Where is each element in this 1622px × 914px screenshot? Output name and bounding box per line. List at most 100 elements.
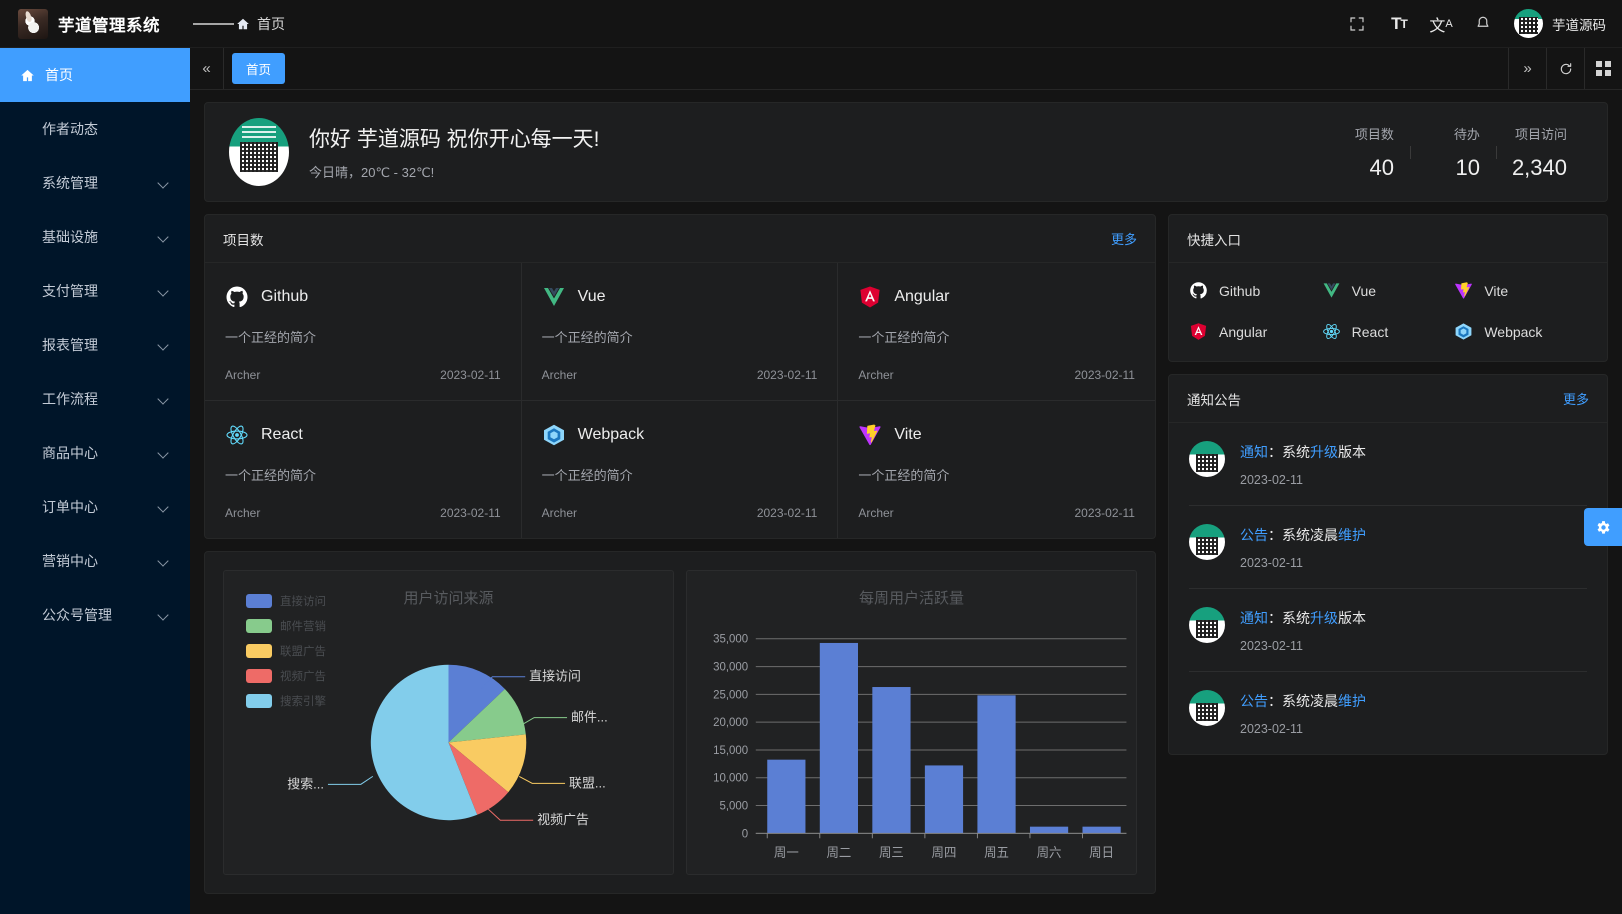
right-column: 快捷入口 Github Vue xyxy=(1168,214,1608,755)
quick-link-react[interactable]: React xyxy=(1322,322,1455,341)
project-card[interactable]: React 一个正经的简介 Archer 2023-02-11 xyxy=(205,401,522,538)
scroll-left-icon[interactable]: « xyxy=(190,48,224,89)
chevron-down-icon xyxy=(158,285,170,297)
bar xyxy=(767,759,806,834)
project-date: 2023-02-11 xyxy=(440,506,501,520)
sidebar-item-label: 商品中心 xyxy=(42,445,98,461)
legend-swatch xyxy=(246,644,272,658)
menu-toggle-icon[interactable] xyxy=(190,21,236,27)
x-tick: 周三 xyxy=(879,846,904,860)
sidebar-item-order[interactable]: 订单中心 xyxy=(0,480,190,534)
legend-swatch xyxy=(246,669,272,683)
project-card[interactable]: Vite 一个正经的简介 Archer 2023-02-11 xyxy=(838,401,1155,538)
tab-home[interactable]: 首页 xyxy=(232,53,286,84)
y-tick: 10,000 xyxy=(713,772,749,785)
legend-item: 视频广告 xyxy=(246,668,326,684)
quick-link-angular[interactable]: Angular xyxy=(1189,322,1322,341)
scroll-right-icon[interactable]: » xyxy=(1508,48,1546,89)
legend-item: 邮件营销 xyxy=(246,618,326,634)
avatar xyxy=(1189,690,1225,726)
welcome-banner: 你好 芋道源码 祝你开心每一天! 今日晴，20℃ - 32℃! 项目数 40 待… xyxy=(204,102,1608,202)
project-author: Archer xyxy=(541,368,577,382)
legend-label[interactable]: 搜索引擎 xyxy=(280,696,326,708)
project-date: 2023-02-11 xyxy=(756,368,818,382)
avatar xyxy=(1189,607,1225,643)
notice-item[interactable]: 公告：系统凌晨维护 2023-02-11 xyxy=(1189,506,1587,589)
sidebar-item-report[interactable]: 报表管理 xyxy=(0,318,190,372)
chevron-down-icon xyxy=(158,447,170,459)
chevron-down-icon xyxy=(158,501,170,513)
legend-label[interactable]: 直接访问 xyxy=(280,596,326,608)
sidebar: 首页 作者动态 系统管理 基础设施 支付管理 报表管理 工作流程 xyxy=(0,48,190,914)
sidebar-item-author-news[interactable]: 作者动态 xyxy=(0,102,190,156)
legend-label[interactable]: 邮件营销 xyxy=(280,621,326,633)
sidebar-item-infra[interactable]: 基础设施 xyxy=(0,210,190,264)
notices-list: 通知：系统升级版本 2023-02-11 公告： xyxy=(1169,423,1607,754)
notice-item[interactable]: 通知：系统升级版本 2023-02-11 xyxy=(1189,423,1587,506)
notice-item[interactable]: 公告：系统凌晨维护 2023-02-11 xyxy=(1189,672,1587,754)
sidebar-item-system[interactable]: 系统管理 xyxy=(0,156,190,210)
notices-header: 通知公告 更多 xyxy=(1169,375,1607,423)
bell-icon[interactable] xyxy=(1464,5,1502,43)
quick-link-label: Vite xyxy=(1484,282,1509,299)
quick-link-label: Vue xyxy=(1351,282,1377,299)
fullscreen-icon[interactable] xyxy=(1338,5,1376,43)
y-tick: 0 xyxy=(742,827,749,840)
project-date: 2023-02-11 xyxy=(1074,368,1135,382)
project-card[interactable]: Angular 一个正经的简介 Archer 2023-02-11 xyxy=(838,263,1155,401)
sidebar-item-marketing[interactable]: 营销中心 xyxy=(0,534,190,588)
sidebar-item-label: 支付管理 xyxy=(42,283,98,299)
chevron-down-icon xyxy=(158,177,170,189)
user-menu[interactable]: 芋道源码 xyxy=(1506,9,1606,38)
sidebar-item-mp[interactable]: 公众号管理 xyxy=(0,588,190,642)
projects-more-link[interactable]: 更多 xyxy=(1110,232,1137,247)
angular-icon xyxy=(1189,322,1208,341)
sidebar-item-label: 基础设施 xyxy=(42,229,98,245)
project-author: Archer xyxy=(541,506,577,520)
quick-entry-header: 快捷入口 xyxy=(1169,215,1607,263)
dashboard-content: 你好 芋道源码 祝你开心每一天! 今日晴，20℃ - 32℃! 项目数 40 待… xyxy=(190,90,1622,914)
breadcrumb[interactable]: 首页 xyxy=(236,14,285,34)
legend-swatch xyxy=(246,594,272,608)
project-desc: 一个正经的简介 xyxy=(225,330,317,345)
bar xyxy=(872,687,911,834)
vue-icon xyxy=(1322,281,1341,300)
sidebar-item-home[interactable]: 首页 xyxy=(0,48,190,102)
quick-entry-panel: 快捷入口 Github Vue xyxy=(1168,214,1608,362)
vite-icon xyxy=(858,423,882,447)
project-card[interactable]: Vue 一个正经的简介 Archer 2023-02-11 xyxy=(521,263,839,401)
stat-visits: 项目访问 2,340 xyxy=(1495,124,1583,181)
notice-text-b: 版本 xyxy=(1338,610,1366,626)
notice-title: 公告：系统凌晨维护 xyxy=(1240,525,1366,545)
tabs-container: 首页 xyxy=(224,48,1508,89)
chevron-down-icon xyxy=(158,231,170,243)
quick-link-webpack[interactable]: Webpack xyxy=(1454,322,1587,341)
project-name: Angular xyxy=(894,288,950,305)
grid-view-icon[interactable] xyxy=(1584,48,1622,89)
x-tick: 周二 xyxy=(826,846,851,860)
legend-label[interactable]: 联盟广告 xyxy=(280,646,326,658)
settings-fab-button[interactable] xyxy=(1584,508,1622,546)
quick-link-vue[interactable]: Vue xyxy=(1322,281,1455,300)
y-tick: 5,000 xyxy=(719,799,748,812)
refresh-icon[interactable] xyxy=(1546,48,1584,89)
project-desc: 一个正经的简介 xyxy=(541,468,633,483)
brand[interactable]: 芋道管理系统 xyxy=(0,8,190,39)
sidebar-item-product[interactable]: 商品中心 xyxy=(0,426,190,480)
legend-label[interactable]: 视频广告 xyxy=(280,671,326,683)
project-card[interactable]: Webpack 一个正经的简介 Archer 2023-02-11 xyxy=(522,401,839,538)
projects-panel: 项目数 更多 Github xyxy=(204,214,1156,539)
notice-title: 通知：系统升级版本 xyxy=(1240,608,1366,628)
quick-link-github[interactable]: Github xyxy=(1189,281,1322,300)
project-card[interactable]: Github 一个正经的简介 Archer 2023-02-11 xyxy=(205,263,522,401)
notice-item[interactable]: 通知：系统升级版本 2023-02-11 xyxy=(1189,589,1587,672)
sidebar-item-payment[interactable]: 支付管理 xyxy=(0,264,190,318)
sidebar-item-workflow[interactable]: 工作流程 xyxy=(0,372,190,426)
angular-icon xyxy=(858,285,882,309)
y-tick: 30,000 xyxy=(713,660,749,673)
stat-value: 2,340 xyxy=(1511,154,1567,180)
notices-more-link[interactable]: 更多 xyxy=(1562,392,1589,407)
quick-link-vite[interactable]: Vite xyxy=(1454,281,1587,300)
